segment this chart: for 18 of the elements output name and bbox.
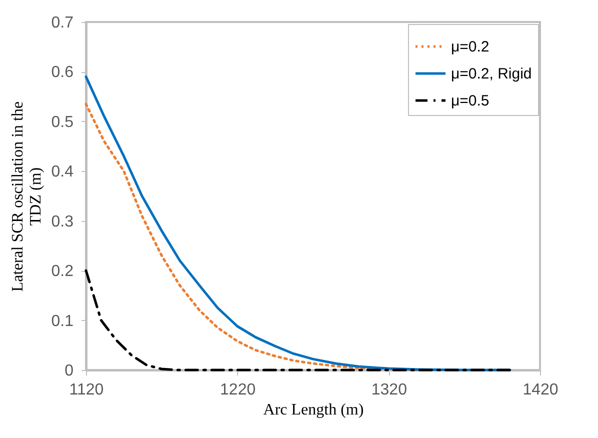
y-tick-label: 0.6 [51,64,74,82]
y-axis-title: Lateral SCR oscillation in the TDZ (m) [9,101,44,292]
y-tick-label: 0.3 [51,213,74,230]
legend-label: μ=0.5 [451,92,490,110]
y-tick-label: 0.7 [51,14,74,32]
y-tick-label: 0 [64,362,74,380]
x-tick-label: 1120 [69,382,104,398]
x-axis-title: Arc Length (m) [263,402,364,418]
y-tick-label: 0.2 [51,263,74,280]
x-tick-label: 1420 [522,382,558,398]
legend-label: μ=0.2, Rigid [451,66,532,82]
y-tick-label: 0.1 [51,312,74,330]
y-tick-label: 0.4 [51,164,74,181]
y-tick-label: 0.5 [51,114,74,131]
line-series [84,269,511,372]
x-tick-label: 1320 [371,382,408,398]
legend-label: μ=0.2 [451,38,490,56]
x-tick-label: 1220 [220,382,256,398]
